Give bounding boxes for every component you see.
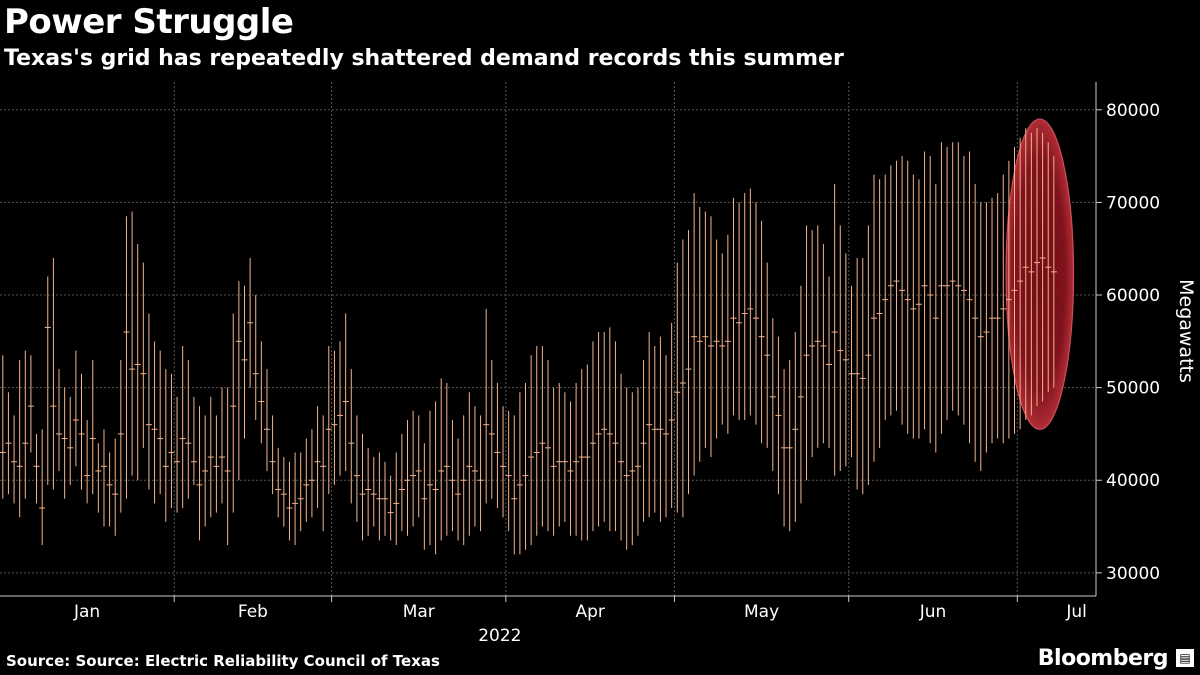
y-tick-label: 50000 [1106,379,1160,399]
bloomberg-logo: Bloomberg [1037,646,1169,671]
y-tick-label: 60000 [1106,286,1160,306]
x-tick-label: Jun [919,602,947,622]
chart-title: Power Struggle [4,2,294,42]
x-tick-label: May [744,602,779,622]
y-tick-label: 70000 [1106,193,1160,213]
year-label: 2022 [478,626,521,646]
y-tick-label: 80000 [1106,101,1160,121]
x-tick-label: Jan [73,602,100,622]
y-tick-label: 30000 [1106,564,1160,584]
source-note: Source: Source: Electric Reliability Cou… [6,652,440,670]
x-tick-label: Jul [1065,602,1087,622]
terminal-icon: ▤ [1176,649,1194,667]
chart-subtitle: Texas's grid has repeatedly shattered de… [4,46,844,71]
x-tick-label: Feb [238,602,268,622]
x-tick-label: Mar [403,602,435,622]
record-highlight-ellipse [1005,118,1075,430]
y-axis-title: Megawatts [1175,279,1197,383]
highlight-layer [1005,118,1075,430]
axes: 30000 40000 50000 60000 70000 80000 Jan Feb Mar A… [0,82,1197,646]
x-tick-label: Apr [575,602,604,622]
y-tick-label: 40000 [1106,471,1160,491]
data-series [0,128,1057,555]
